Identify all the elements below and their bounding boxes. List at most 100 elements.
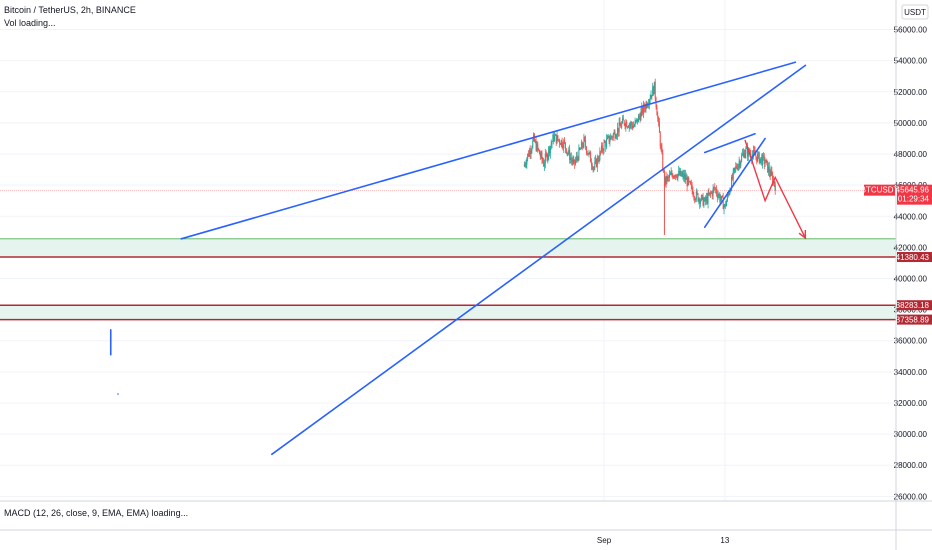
candle-body <box>686 177 688 187</box>
candle-body <box>735 166 737 168</box>
candle-body <box>668 176 670 178</box>
y-tick-label: 32000.00 <box>894 399 928 408</box>
candle-body <box>524 164 526 166</box>
candle-body <box>589 152 591 153</box>
candle-body <box>701 195 703 196</box>
candle-body <box>548 147 550 156</box>
candle-body <box>551 141 553 145</box>
candle-body <box>549 146 551 154</box>
y-tick-label: 44000.00 <box>894 212 928 221</box>
candle-body <box>731 177 733 191</box>
candle-body <box>660 146 662 148</box>
candle-body <box>601 145 603 152</box>
candle-body <box>707 192 709 204</box>
candle-body <box>763 156 765 164</box>
candle-body <box>607 135 609 138</box>
candle-body <box>583 137 585 147</box>
candle-body <box>594 161 596 169</box>
candle-body <box>770 170 772 177</box>
candle-body <box>549 147 551 154</box>
candle-body <box>679 170 681 176</box>
candle-body <box>595 159 597 162</box>
candle-body <box>767 160 769 172</box>
candle-body <box>539 154 541 157</box>
candle-body <box>672 175 674 179</box>
candle-body <box>667 176 669 178</box>
y-tick-label: 54000.00 <box>894 57 928 66</box>
candle-body <box>592 167 594 169</box>
candle-body <box>554 135 556 141</box>
candle-body <box>682 173 684 175</box>
candle-body <box>629 124 631 126</box>
candle-body <box>550 144 552 147</box>
candle-body <box>678 170 680 175</box>
candle-body <box>545 153 547 155</box>
candle-body <box>640 111 642 121</box>
candle-body <box>670 172 672 175</box>
candle-body <box>591 165 593 169</box>
candle-body <box>564 142 566 149</box>
candle-body <box>604 142 606 143</box>
candle-body <box>634 121 636 127</box>
candle-body <box>706 197 708 204</box>
candle-body <box>529 150 531 154</box>
candle-body <box>628 124 630 128</box>
candle-body <box>610 136 612 141</box>
candle-body <box>598 160 600 161</box>
candle-body <box>648 99 650 105</box>
candle-body <box>593 167 595 169</box>
y-tick-label: 40000.00 <box>894 275 928 284</box>
candle-body <box>544 153 546 164</box>
candle-body <box>611 136 613 137</box>
candle-body <box>595 159 597 167</box>
candle-body <box>571 159 573 163</box>
price-tag <box>897 184 932 205</box>
price-axis[interactable]: 26000.00 28000.00 30000.00 32000.00 34000.00… <box>861 26 932 502</box>
candle-body <box>694 197 696 200</box>
candle-body <box>637 118 639 123</box>
candle-body <box>734 167 736 169</box>
candle-body <box>657 115 659 119</box>
candle-body <box>677 174 679 179</box>
candle-body <box>642 106 644 114</box>
candle-body <box>546 154 548 160</box>
candle-body <box>633 126 635 127</box>
candle-body <box>603 142 605 151</box>
candle-body <box>611 136 613 138</box>
trendlines[interactable] <box>109 61 807 456</box>
candle-body <box>676 177 678 179</box>
candle-body <box>666 176 668 183</box>
candle-body <box>725 204 727 207</box>
price-tag-value: 37358.89 <box>896 316 930 325</box>
candle-body <box>525 164 527 166</box>
trendline <box>271 64 807 456</box>
projection-path <box>744 139 807 239</box>
candle-body <box>597 157 599 161</box>
candle-body <box>693 196 695 198</box>
candle-body <box>724 204 726 206</box>
candle-body <box>656 107 658 116</box>
candle-body <box>567 152 569 154</box>
candle-body <box>530 150 532 154</box>
candle-body <box>732 170 734 180</box>
candle-body <box>588 152 590 155</box>
candle-body <box>769 173 771 177</box>
candle-body <box>630 122 632 125</box>
candle-body <box>555 134 557 144</box>
candle-body <box>730 190 732 192</box>
candle-body <box>601 145 603 151</box>
candle-body <box>705 197 707 201</box>
trendline <box>703 137 766 228</box>
currency-button[interactable] <box>901 4 929 20</box>
candle-body <box>731 177 733 180</box>
candle-body <box>717 195 719 198</box>
candle-body <box>626 121 628 127</box>
candle-body <box>685 177 687 180</box>
candle-body <box>683 173 685 179</box>
candle-body <box>664 176 666 185</box>
candle-body <box>527 153 529 159</box>
candle-body <box>680 170 682 177</box>
candle-body <box>523 164 525 167</box>
